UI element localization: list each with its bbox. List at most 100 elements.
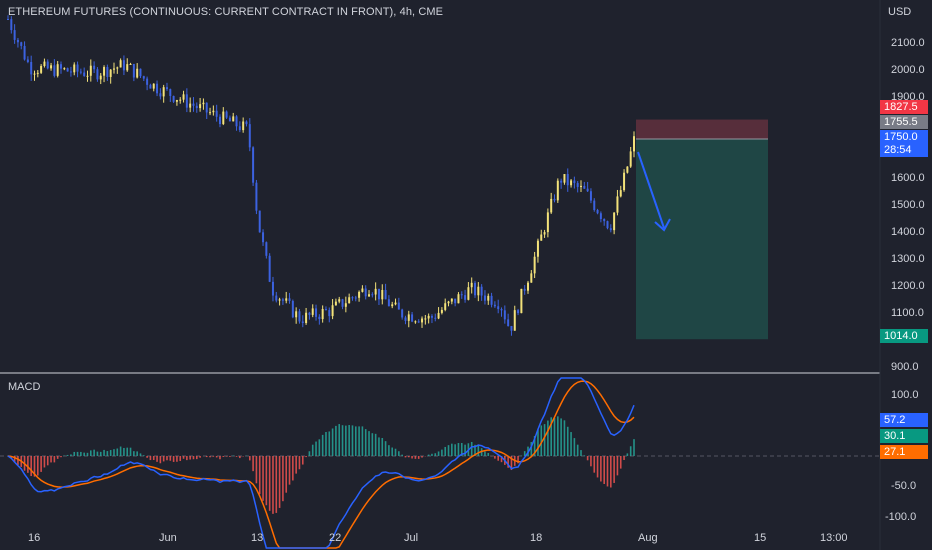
price-candle-body <box>305 312 308 324</box>
price-candle-body <box>205 102 208 113</box>
price-candle-body <box>268 255 271 282</box>
price-candle-body <box>490 295 493 305</box>
price-candle-body <box>321 308 324 320</box>
price-candle-body <box>536 240 539 257</box>
price-candle-body <box>414 321 417 323</box>
price-candle-body <box>7 19 9 20</box>
price-candle-body <box>566 174 569 186</box>
price-candle-body <box>228 117 231 122</box>
price-tick: 1300.0 <box>891 253 925 265</box>
price-candle-body <box>341 299 344 307</box>
price-candle-body <box>474 282 477 296</box>
price-candle-body <box>570 180 573 186</box>
price-candle-body <box>324 308 327 311</box>
price-candle-body <box>33 73 36 75</box>
macd-tick: 100.0 <box>891 389 919 401</box>
price-candle-body <box>248 124 251 148</box>
price-candle-body <box>69 71 72 73</box>
price-candle-body <box>513 310 516 331</box>
price-tick: 1400.0 <box>891 226 925 238</box>
price-candle-body <box>391 304 394 307</box>
price-candle-body <box>589 191 592 201</box>
price-candle-body <box>470 282 473 288</box>
price-candle-body <box>275 295 278 301</box>
price-candle-body <box>527 282 530 291</box>
price-candle-body <box>225 111 228 118</box>
price-candle-body <box>447 301 450 304</box>
price-candle-body <box>593 200 596 211</box>
price-candle-body <box>467 287 470 300</box>
price-candle-body <box>139 68 142 77</box>
price-candle-body <box>132 63 135 78</box>
price-candle-body <box>477 286 480 296</box>
price-candle-body <box>450 298 453 302</box>
macd-tick: -50.0 <box>891 480 916 492</box>
price-candle-body <box>311 308 314 315</box>
price-candle-body <box>401 309 404 318</box>
price-candle-body <box>10 19 13 31</box>
price-candle-body <box>192 103 195 106</box>
time-tick: Jun <box>159 532 177 544</box>
price-candle-body <box>169 89 172 97</box>
price-candle-body <box>89 65 92 76</box>
price-candle-body <box>96 69 99 80</box>
price-candle-body <box>159 93 162 97</box>
price-candle-body <box>162 87 165 97</box>
price-candle-body <box>351 297 354 299</box>
price-candle-body <box>63 68 66 70</box>
price-candle-body <box>16 39 19 43</box>
macd-indicator-label[interactable]: MACD <box>8 381 41 393</box>
price-candle-body <box>586 188 589 192</box>
price-candle-body <box>142 76 145 79</box>
time-tick: Jul <box>404 532 418 544</box>
price-candle-body <box>126 64 129 71</box>
price-candle-body <box>407 314 410 321</box>
currency-label[interactable]: USD <box>888 6 912 18</box>
macd-value-badge: 57.2 <box>880 413 928 427</box>
price-candle-body <box>262 232 265 243</box>
price-candle-body <box>328 310 331 317</box>
price-tick: 1200.0 <box>891 280 925 292</box>
price-candle-body <box>112 68 115 70</box>
price-candle-body <box>315 308 318 317</box>
price-pane <box>7 15 768 340</box>
price-candle-body <box>79 71 82 73</box>
price-candle-body <box>497 306 500 310</box>
price-candle-body <box>172 96 175 102</box>
price-candle-body <box>46 61 49 69</box>
price-candle-body <box>553 198 556 201</box>
price-candle-body <box>26 59 29 63</box>
price-candle-body <box>258 210 261 233</box>
price-candle-body <box>53 65 56 76</box>
price-candle-body <box>76 64 79 72</box>
price-candle-body <box>374 288 377 295</box>
price-candle-body <box>404 317 407 321</box>
price-candle-body <box>348 297 351 304</box>
price-candle-body <box>613 212 616 231</box>
price-candle-body <box>199 104 202 109</box>
price-candle-body <box>623 172 626 191</box>
price-candle-body <box>195 105 198 109</box>
price-candle-body <box>189 103 192 108</box>
price-candle-body <box>483 295 486 301</box>
price-candle-body <box>318 316 321 320</box>
price-candle-body <box>434 317 437 319</box>
price-tick: 2100.0 <box>891 37 925 49</box>
down-arrow-shaft <box>637 151 665 229</box>
price-candle-body <box>109 69 112 77</box>
last-price-badge: 1750.0 <box>880 130 928 144</box>
price-candle-body <box>295 311 298 318</box>
price-tick: 2000.0 <box>891 64 925 76</box>
price-candle-body <box>368 294 371 297</box>
price-candle-body <box>603 219 606 222</box>
price-tick: 1500.0 <box>891 199 925 211</box>
price-candle-body <box>36 72 39 74</box>
price-candle-body <box>129 63 132 65</box>
price-candle-body <box>633 136 635 152</box>
price-candle-body <box>550 198 553 213</box>
price-candle-body <box>437 312 440 319</box>
price-candle-body <box>371 294 374 296</box>
price-candle-body <box>464 295 467 300</box>
price-candle-body <box>510 326 513 331</box>
